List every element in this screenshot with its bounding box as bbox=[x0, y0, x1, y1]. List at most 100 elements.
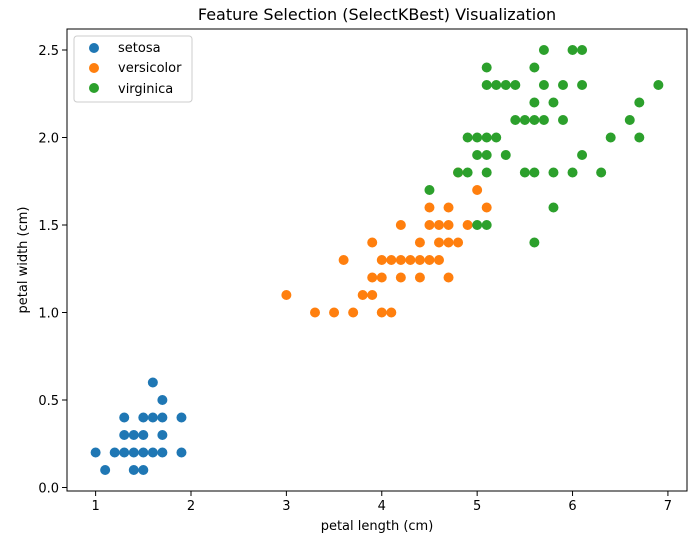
data-point-virginica bbox=[510, 80, 521, 90]
data-point-virginica bbox=[634, 97, 645, 108]
data-point-virginica bbox=[558, 115, 568, 125]
data-point-virginica bbox=[558, 80, 568, 90]
data-point-virginica bbox=[481, 220, 492, 230]
data-point-virginica bbox=[510, 115, 521, 125]
data-point-virginica bbox=[567, 45, 578, 55]
data-point-setosa bbox=[128, 430, 139, 440]
y-axis-ticks: 0.0 0.5 1.0 1.5 2.0 2.5 bbox=[38, 44, 67, 497]
data-point-virginica bbox=[491, 80, 502, 90]
x-tick-label: 1 bbox=[91, 499, 99, 514]
data-point-versicolor bbox=[481, 202, 492, 213]
data-point-versicolor bbox=[367, 290, 378, 300]
data-point-setosa bbox=[119, 412, 130, 423]
data-point-versicolor bbox=[376, 272, 387, 283]
data-point-versicolor bbox=[472, 185, 483, 195]
series-setosa bbox=[90, 377, 187, 475]
y-tick-label: 1.0 bbox=[38, 307, 59, 322]
data-point-setosa bbox=[157, 395, 168, 405]
x-tick-label: 2 bbox=[187, 499, 195, 514]
plot-area: 1 2 3 4 5 6 7 0.0 0.5 1.0 1.5 2.0 2.5 bbox=[38, 28, 688, 514]
data-point-versicolor bbox=[329, 307, 340, 318]
x-tick-label: 7 bbox=[664, 499, 672, 514]
data-point-virginica bbox=[538, 115, 549, 125]
data-point-virginica bbox=[462, 167, 473, 178]
data-point-versicolor bbox=[443, 272, 454, 283]
data-point-virginica bbox=[634, 132, 645, 143]
data-point-virginica bbox=[577, 45, 588, 55]
data-point-virginica bbox=[548, 97, 559, 108]
data-point-setosa bbox=[138, 465, 149, 475]
data-point-versicolor bbox=[357, 290, 368, 300]
x-tick-label: 6 bbox=[568, 499, 576, 514]
data-point-virginica bbox=[538, 45, 549, 55]
data-point-virginica bbox=[481, 62, 492, 73]
data-point-versicolor bbox=[424, 255, 435, 265]
plot-frame bbox=[66, 28, 688, 492]
chart-title: Feature Selection (SelectKBest) Visualiz… bbox=[198, 5, 556, 24]
data-point-virginica bbox=[500, 80, 511, 90]
data-point-virginica bbox=[624, 115, 635, 125]
data-point-virginica bbox=[596, 167, 607, 178]
data-point-versicolor bbox=[395, 272, 406, 283]
legend-label-setosa: setosa bbox=[118, 41, 161, 56]
data-point-versicolor bbox=[405, 255, 416, 265]
data-point-virginica bbox=[500, 150, 511, 160]
data-point-virginica bbox=[548, 167, 559, 178]
data-point-virginica bbox=[519, 167, 530, 178]
data-point-setosa bbox=[147, 447, 158, 458]
legend-marker-virginica bbox=[89, 83, 99, 93]
data-point-versicolor bbox=[443, 237, 454, 248]
y-tick-label: 0.0 bbox=[38, 482, 59, 497]
data-point-versicolor bbox=[367, 272, 378, 283]
data-point-virginica bbox=[605, 132, 616, 143]
data-point-virginica bbox=[472, 220, 483, 230]
data-point-versicolor bbox=[376, 307, 387, 318]
data-point-virginica bbox=[472, 132, 483, 143]
data-point-setosa bbox=[157, 412, 168, 423]
data-point-virginica bbox=[529, 62, 540, 73]
x-tick-label: 4 bbox=[378, 499, 386, 514]
x-tick-label: 5 bbox=[473, 499, 481, 514]
data-point-setosa bbox=[100, 465, 111, 475]
data-point-virginica bbox=[529, 115, 540, 125]
data-point-versicolor bbox=[395, 220, 406, 230]
data-point-virginica bbox=[519, 115, 530, 125]
data-point-versicolor bbox=[424, 202, 435, 213]
data-point-virginica bbox=[653, 80, 664, 90]
data-point-versicolor bbox=[386, 255, 397, 265]
data-point-virginica bbox=[462, 132, 473, 143]
y-axis-title: petal width (cm) bbox=[16, 207, 31, 314]
legend-label-virginica: virginica bbox=[118, 82, 173, 97]
data-point-setosa bbox=[109, 447, 120, 458]
data-point-setosa bbox=[176, 447, 187, 458]
legend-frame bbox=[73, 35, 193, 103]
data-point-virginica bbox=[472, 150, 483, 160]
data-point-versicolor bbox=[453, 237, 464, 248]
legend-label-versicolor: versicolor bbox=[118, 61, 182, 76]
data-point-versicolor bbox=[443, 220, 454, 230]
data-point-virginica bbox=[529, 237, 540, 248]
x-axis-title: petal length (cm) bbox=[321, 519, 434, 534]
x-tick-label: 3 bbox=[282, 499, 290, 514]
data-point-virginica bbox=[453, 167, 464, 178]
series-virginica bbox=[424, 45, 664, 248]
data-point-versicolor bbox=[281, 290, 292, 300]
data-point-versicolor bbox=[310, 307, 320, 318]
data-point-versicolor bbox=[367, 237, 378, 248]
data-point-versicolor bbox=[434, 220, 444, 230]
data-point-setosa bbox=[147, 412, 158, 423]
x-axis-ticks: 1 2 3 4 5 6 7 bbox=[91, 491, 672, 514]
data-point-virginica bbox=[481, 150, 492, 160]
data-point-setosa bbox=[176, 412, 187, 423]
data-point-versicolor bbox=[424, 220, 435, 230]
data-point-versicolor bbox=[414, 272, 425, 283]
data-point-versicolor bbox=[338, 255, 349, 265]
data-point-setosa bbox=[119, 430, 130, 440]
data-point-virginica bbox=[424, 185, 435, 195]
data-point-virginica bbox=[529, 167, 540, 178]
data-point-versicolor bbox=[376, 255, 387, 265]
data-point-setosa bbox=[128, 447, 139, 458]
data-point-versicolor bbox=[395, 255, 406, 265]
data-point-versicolor bbox=[434, 255, 444, 265]
